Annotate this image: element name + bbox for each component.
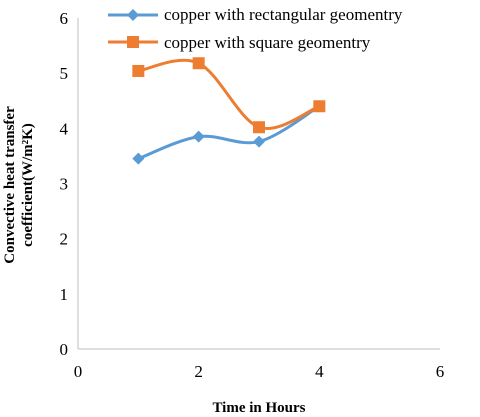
y-tick-labels: 0 1 2 3 4 5 6 — [60, 9, 69, 359]
y-axis-title-line-1: Convective heat transfer — [2, 106, 18, 264]
legend-item-rectangular: copper with rectangular geomentry — [108, 5, 403, 24]
x-tick-label-0: 0 — [74, 362, 83, 381]
y-axis-title: Convective heat transfer coefficient(W/m… — [2, 106, 36, 264]
series-1-point-1 — [192, 57, 205, 70]
y-tick-label-5: 5 — [60, 64, 69, 83]
legend-marker-diamond — [127, 9, 139, 21]
series-0-point-2 — [253, 135, 265, 148]
series-1-point-0 — [132, 64, 145, 77]
series-0-point-0 — [132, 152, 145, 165]
legend-label-rectangular: copper with rectangular geomentry — [164, 5, 403, 24]
x-tick-labels: 0 2 4 6 — [74, 362, 445, 381]
x-tick-label-3: 6 — [436, 362, 445, 381]
legend-marker-square — [127, 36, 139, 48]
series-1-point-2 — [253, 121, 265, 134]
y-tick-label-3: 3 — [60, 175, 69, 194]
y-tick-label-1: 1 — [60, 285, 69, 304]
y-axis-title-line-2: coefficient(W/m²K) — [20, 123, 36, 247]
series-0-point-1 — [192, 130, 205, 143]
legend: copper with rectangular geomentry copper… — [108, 5, 403, 52]
plot-series — [132, 57, 326, 165]
x-axis-title: Time in Hours — [212, 400, 305, 416]
legend-label-square: copper with square geomentry — [164, 33, 371, 52]
x-tick-label-2: 4 — [315, 362, 324, 381]
legend-item-square: copper with square geomentry — [108, 33, 371, 52]
y-tick-label-2: 2 — [60, 230, 69, 249]
axes — [77, 18, 440, 350]
y-tick-label-4: 4 — [60, 119, 69, 138]
series-line-0 — [137, 104, 321, 161]
y-tick-label-6: 6 — [60, 9, 69, 28]
y-tick-label-0: 0 — [60, 340, 69, 359]
series-line-1 — [138, 58, 320, 131]
series-1-point-3 — [313, 100, 326, 113]
x-tick-label-1: 2 — [194, 362, 203, 381]
